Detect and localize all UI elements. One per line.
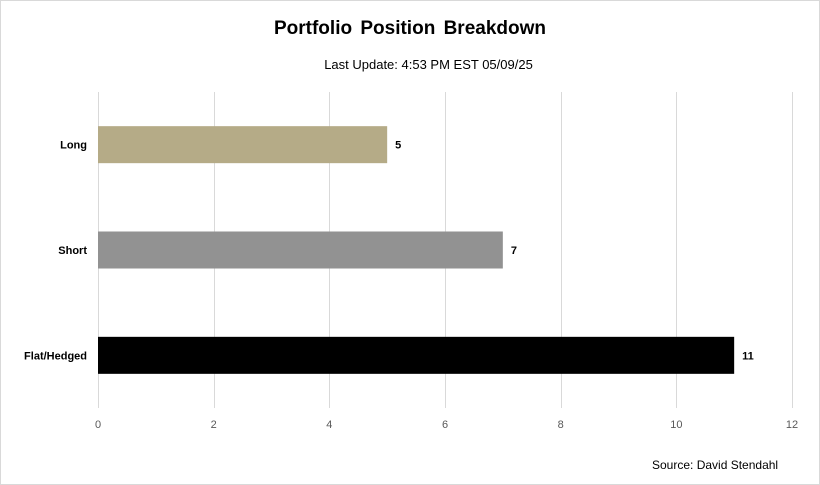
category-label-flat-hedged: Flat/Hedged (24, 350, 87, 362)
x-tick-label: 8 (558, 419, 564, 431)
x-tick-label: 2 (211, 419, 217, 431)
category-label-short: Short (58, 245, 87, 257)
bar-flat-hedged (98, 336, 735, 374)
category-label-long: Long (60, 140, 87, 152)
x-tick-label: 12 (786, 419, 798, 431)
x-tick-label: 10 (670, 419, 682, 431)
bar-long (98, 126, 388, 164)
data-label-flat-hedged: 11 (742, 350, 754, 362)
x-tick-label: 6 (442, 419, 448, 431)
chart-subtitle: Last Update: 4:53 PM EST 05/09/25 (324, 57, 533, 72)
source-note: Source: David Stendahl (652, 458, 779, 472)
bar-short (98, 231, 503, 269)
data-label-long: 5 (395, 140, 401, 152)
data-label-short: 7 (511, 245, 517, 257)
chart-title: Portfolio Position Breakdown (273, 18, 546, 39)
x-tick-label: 0 (95, 419, 101, 431)
x-tick-label: 4 (326, 419, 332, 431)
